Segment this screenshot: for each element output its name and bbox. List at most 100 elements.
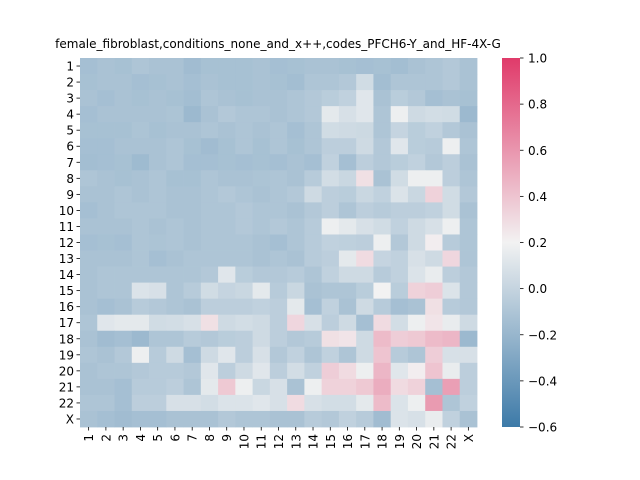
heatmap-cell — [442, 346, 461, 364]
heatmap-cell — [390, 58, 409, 75]
heatmap-cell — [114, 410, 133, 428]
heatmap-cell — [80, 410, 98, 428]
heatmap-cell — [304, 186, 323, 203]
heatmap-cell — [373, 394, 392, 412]
heatmap-cell — [200, 410, 219, 428]
heatmap-cell — [407, 234, 426, 251]
heatmap-cell — [442, 154, 461, 171]
heatmap-cell — [131, 218, 150, 235]
heatmap-cell — [390, 138, 409, 155]
heatmap-cell — [269, 378, 288, 396]
x-tick-label: 14 — [307, 434, 321, 449]
heatmap-cell — [149, 138, 167, 155]
heatmap-cell — [338, 330, 357, 348]
heatmap-cell — [321, 154, 340, 171]
heatmap-cell — [200, 378, 219, 396]
heatmap-cell — [338, 106, 357, 123]
heatmap-cell — [373, 330, 392, 348]
heatmap-cell — [183, 106, 202, 123]
heatmap-cell — [200, 58, 219, 75]
heatmap-cell — [166, 106, 184, 123]
heatmap-cell — [442, 378, 461, 396]
heatmap-cell — [235, 154, 254, 171]
heatmap-cell — [373, 170, 392, 187]
colorbar-tick-label: 0.0 — [528, 282, 547, 296]
heatmap-cell — [166, 362, 184, 380]
heatmap-cell — [235, 330, 254, 348]
heatmap-cell — [218, 266, 236, 284]
heatmap-cell — [235, 314, 254, 332]
heatmap-cell — [200, 170, 219, 187]
heatmap-cell — [97, 90, 115, 107]
heatmap-cell — [149, 250, 167, 267]
heatmap-cell — [321, 122, 340, 139]
heatmap-cell — [200, 90, 219, 107]
heatmap-cell — [338, 186, 357, 203]
heatmap-cell — [269, 122, 288, 139]
heatmap-cell — [183, 314, 202, 332]
heatmap-cell — [235, 218, 254, 235]
heatmap-cell — [131, 282, 150, 300]
heatmap-cell — [252, 74, 271, 91]
heatmap-cell — [80, 106, 98, 123]
heatmap-cell — [97, 378, 115, 396]
heatmap-cell — [183, 250, 202, 267]
heatmap-cell — [131, 266, 150, 284]
heatmap-cell — [321, 282, 340, 300]
heatmap-cell — [321, 202, 340, 219]
heatmap-cell — [304, 330, 323, 348]
heatmap-cell — [407, 170, 426, 187]
heatmap-cell — [287, 58, 305, 75]
heatmap-cell — [252, 378, 271, 396]
heatmap-cell — [149, 170, 167, 187]
heatmap-cell — [131, 138, 150, 155]
heatmap-cell — [252, 314, 271, 332]
heatmap-cell — [356, 250, 374, 267]
heatmap-cell — [200, 250, 219, 267]
heatmap-cell — [131, 330, 150, 348]
heatmap-cell — [442, 202, 461, 219]
heatmap-cell — [459, 330, 478, 348]
heatmap-cell — [390, 346, 409, 364]
heatmap-cell — [269, 90, 288, 107]
heatmap-cell — [149, 218, 167, 235]
heatmap-cell — [407, 394, 426, 412]
heatmap-cell — [235, 234, 254, 251]
heatmap-cell — [407, 154, 426, 171]
heatmap-cell — [166, 122, 184, 139]
heatmap-cell — [304, 266, 323, 284]
heatmap-cell — [252, 58, 271, 75]
heatmap-cell — [183, 362, 202, 380]
heatmap-cell — [183, 394, 202, 412]
heatmap-cell — [321, 394, 340, 412]
heatmap-cell — [252, 90, 271, 107]
heatmap-cell — [235, 410, 254, 428]
heatmap-cell — [338, 74, 357, 91]
heatmap-cell — [235, 346, 254, 364]
heatmap-cell — [235, 362, 254, 380]
y-tick-label: 1 — [66, 60, 74, 74]
heatmap-cell — [269, 170, 288, 187]
heatmap-cell — [252, 154, 271, 171]
heatmap-cell — [252, 282, 271, 300]
heatmap-cell — [166, 378, 184, 396]
heatmap-cell — [114, 90, 133, 107]
heatmap-cell — [459, 394, 478, 412]
heatmap-cell — [218, 282, 236, 300]
heatmap-cell — [442, 218, 461, 235]
heatmap-cell — [321, 138, 340, 155]
heatmap-cell — [114, 346, 133, 364]
heatmap-cell — [338, 90, 357, 107]
heatmap-cell — [183, 410, 202, 428]
heatmap-cell — [200, 138, 219, 155]
heatmap-cell — [80, 74, 98, 91]
heatmap-cell — [425, 186, 443, 203]
heatmap-cell — [80, 58, 98, 75]
heatmap-cell — [218, 90, 236, 107]
heatmap-cell — [114, 154, 133, 171]
heatmap-cell — [321, 106, 340, 123]
heatmap-cell — [235, 74, 254, 91]
heatmap-cell — [97, 106, 115, 123]
heatmap-cell — [459, 186, 478, 203]
colorbar-ticks: −0.6 −0.4 −0.2 0.0 0.2 0.4 0.6 0.8 1.0 — [520, 52, 557, 435]
